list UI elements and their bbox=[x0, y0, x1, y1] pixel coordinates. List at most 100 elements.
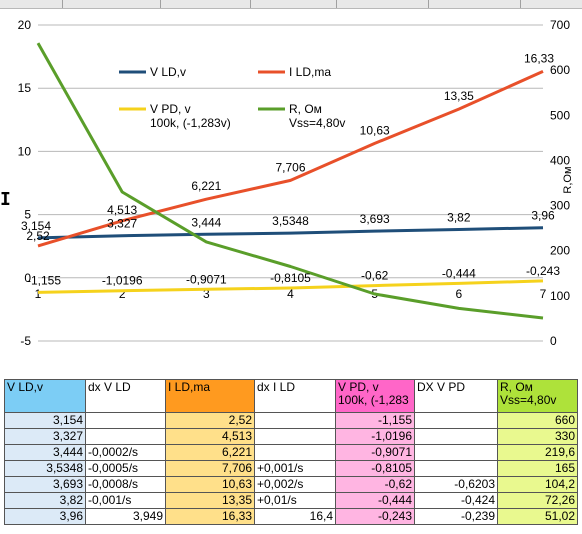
table-cell[interactable]: 3,154 bbox=[4, 412, 86, 429]
data-label: 3,154 bbox=[21, 219, 51, 233]
table-cell[interactable]: -0,9071 bbox=[335, 444, 415, 461]
table-cell[interactable] bbox=[254, 428, 336, 445]
data-label: 4,513 bbox=[107, 203, 137, 217]
table-cell[interactable]: 660 bbox=[497, 412, 578, 429]
table-header-cell[interactable]: V LD,v bbox=[4, 379, 86, 413]
table-header-cell[interactable]: I LD,ma bbox=[165, 379, 255, 413]
spreadsheet-column-header-strip bbox=[0, 0, 582, 9]
table-cell[interactable]: -0,444 bbox=[335, 492, 415, 509]
series-line-1 bbox=[37, 70, 544, 248]
table-cell[interactable]: 3,5348 bbox=[4, 460, 86, 477]
table-header-cell[interactable]: dx V LD bbox=[85, 379, 166, 413]
legend-label-line2: Vss=4,80v bbox=[289, 116, 345, 130]
data-label: 3,444 bbox=[191, 215, 221, 229]
table-cell[interactable]: 3,444 bbox=[4, 444, 86, 461]
table-cell[interactable]: -1,155 bbox=[335, 412, 415, 429]
table-cell[interactable]: -0,239 bbox=[414, 508, 498, 525]
table-row: 3,5348 -0,0005/s 7,706 +0,001/s -0,8105 165 bbox=[4, 460, 578, 477]
table-cell[interactable]: +0,01/s bbox=[254, 492, 336, 509]
table-cell[interactable]: 16,33 bbox=[165, 508, 255, 525]
table-cell[interactable] bbox=[254, 444, 336, 461]
data-label: -0,62 bbox=[361, 269, 389, 283]
table-header-cell[interactable]: dx I LD bbox=[254, 379, 336, 413]
table-cell[interactable] bbox=[414, 428, 498, 445]
data-label: 2,52 bbox=[26, 229, 50, 243]
left-tick-label: 15 bbox=[18, 81, 32, 95]
column-divider bbox=[62, 0, 63, 8]
table-cell[interactable]: 3,949 bbox=[85, 508, 166, 525]
x-tick-label: 6 bbox=[455, 287, 462, 301]
table-cell[interactable]: -0,0008/s bbox=[85, 476, 166, 493]
column-divider bbox=[250, 0, 251, 8]
table-cell[interactable]: 104,2 bbox=[497, 476, 578, 493]
column-divider bbox=[428, 0, 429, 8]
table-cell[interactable]: 165 bbox=[497, 460, 578, 477]
table-cell[interactable] bbox=[254, 412, 336, 429]
table-cell[interactable]: -0,424 bbox=[414, 492, 498, 509]
table-cell[interactable]: -0,62 bbox=[335, 476, 415, 493]
data-label: -1,155 bbox=[27, 273, 61, 287]
table-cell[interactable]: 72,26 bbox=[497, 492, 578, 509]
right-tick-label: 200 bbox=[550, 244, 570, 258]
table-cell[interactable]: 3,82 bbox=[4, 492, 86, 509]
table-cell[interactable]: -0,6203 bbox=[414, 476, 498, 493]
data-label: -0,9071 bbox=[186, 272, 227, 286]
left-tick-label: 0 bbox=[24, 271, 31, 285]
table-cell[interactable]: -0,001/s bbox=[85, 492, 166, 509]
text-cursor-icon: I bbox=[0, 189, 11, 210]
left-tick-label: 5 bbox=[24, 208, 31, 222]
table-cell[interactable]: 13,35 bbox=[165, 492, 255, 509]
legend-label: I LD,ma bbox=[289, 65, 331, 79]
table-cell[interactable]: 2,52 bbox=[165, 412, 255, 429]
table-cell[interactable]: 219,6 bbox=[497, 444, 578, 461]
table-cell[interactable]: 3,96 bbox=[4, 508, 86, 525]
table-cell[interactable]: 330 bbox=[497, 428, 578, 445]
table-cell[interactable]: 3,693 bbox=[4, 476, 86, 493]
table-cell[interactable] bbox=[414, 460, 498, 477]
table-header-cell[interactable]: V PD, v 100k, (-1,283 bbox=[335, 379, 415, 413]
table-cell[interactable]: 16,4 bbox=[254, 508, 336, 525]
header-text: dx V LD bbox=[88, 380, 131, 394]
data-label: -0,8105 bbox=[270, 271, 311, 285]
table-cell[interactable] bbox=[85, 412, 166, 429]
right-tick-label: 100 bbox=[550, 289, 570, 303]
table-cell[interactable]: 51,02 bbox=[497, 508, 578, 525]
data-label: 3,96 bbox=[531, 209, 555, 223]
x-tick-label: 3 bbox=[203, 287, 210, 301]
table-cell[interactable]: -0,243 bbox=[335, 508, 415, 525]
table-cell[interactable]: +0,001/s bbox=[254, 460, 336, 477]
table-cell[interactable]: 6,221 bbox=[165, 444, 255, 461]
left-axis-ticks: -5 0 5 10 15 20 bbox=[18, 18, 32, 348]
right-tick-label: 400 bbox=[550, 153, 570, 167]
x-tick-label: 2 bbox=[119, 287, 126, 301]
chart-gridlines bbox=[38, 24, 543, 342]
left-tick-label: 20 bbox=[18, 18, 32, 32]
table-cell[interactable]: -0,0002/s bbox=[85, 444, 166, 461]
series-lines bbox=[36, 42, 544, 320]
table-cell[interactable]: -0,8105 bbox=[335, 460, 415, 477]
header-text: I LD,ma bbox=[168, 380, 211, 394]
table-cell[interactable] bbox=[414, 412, 498, 429]
table-header-cell[interactable]: R, Ом Vss=4,80v bbox=[497, 379, 578, 413]
data-table: V LD,v dx V LD I LD,ma dx I LD V PD, v 100k, … bbox=[4, 379, 578, 525]
table-cell[interactable] bbox=[414, 444, 498, 461]
table-cell[interactable]: -1,0196 bbox=[335, 428, 415, 445]
right-tick-label: 300 bbox=[550, 199, 570, 213]
table-cell[interactable]: 7,706 bbox=[165, 460, 255, 477]
table-cell[interactable]: +0,002/s bbox=[254, 476, 336, 493]
table-cell[interactable] bbox=[85, 428, 166, 445]
legend-label: V PD, v bbox=[150, 102, 191, 116]
data-label: 13,35 bbox=[444, 89, 474, 103]
table-row: 3,693 -0,0008/s 10,63 +0,002/s -0,62 -0,6203 1… bbox=[4, 476, 578, 493]
table-cell[interactable]: 4,513 bbox=[165, 428, 255, 445]
table-header-cell[interactable]: DX V PD bbox=[414, 379, 498, 413]
series-line-0 bbox=[37, 226, 544, 240]
table-cell[interactable]: -0,0005/s bbox=[85, 460, 166, 477]
right-axis-ticks: 0 100 200 300 400 500 600 700 bbox=[550, 18, 570, 348]
table-cell[interactable]: 3,327 bbox=[4, 428, 86, 445]
right-axis-label: R,Ом bbox=[562, 166, 574, 193]
header-text: DX V PD bbox=[417, 380, 466, 394]
table-cell[interactable]: 10,63 bbox=[165, 476, 255, 493]
